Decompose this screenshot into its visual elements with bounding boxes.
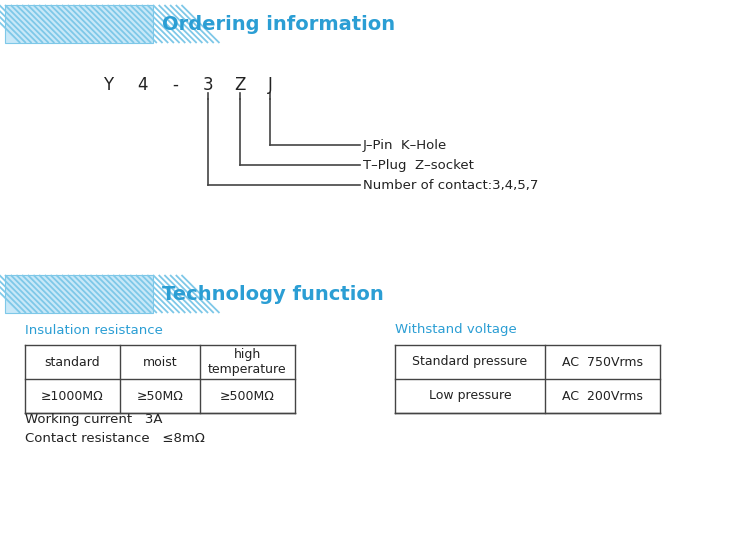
Text: ≥500MΩ: ≥500MΩ xyxy=(220,390,275,403)
Text: ≥50MΩ: ≥50MΩ xyxy=(136,390,184,403)
Text: Low pressure: Low pressure xyxy=(429,390,512,403)
Text: 3: 3 xyxy=(202,76,213,94)
Text: -: - xyxy=(172,76,178,94)
Bar xyxy=(5,275,153,313)
Text: Withstand voltage: Withstand voltage xyxy=(395,324,517,337)
Text: Contact resistance   ≤8mΩ: Contact resistance ≤8mΩ xyxy=(25,431,205,444)
Text: Number of contact:3,4,5,7: Number of contact:3,4,5,7 xyxy=(363,178,538,191)
Text: 4: 4 xyxy=(138,76,148,94)
Text: Technology function: Technology function xyxy=(162,286,384,305)
Text: Ordering information: Ordering information xyxy=(162,15,395,34)
Text: T–Plug  Z–socket: T–Plug Z–socket xyxy=(363,158,474,171)
Text: Working current   3A: Working current 3A xyxy=(25,414,163,427)
Text: J: J xyxy=(268,76,272,94)
Text: Insulation resistance: Insulation resistance xyxy=(25,324,163,337)
Text: moist: moist xyxy=(142,356,177,369)
Text: high
temperature: high temperature xyxy=(209,348,286,376)
Text: AC  750Vrms: AC 750Vrms xyxy=(562,356,643,369)
Text: standard: standard xyxy=(45,356,100,369)
Text: ≥1000MΩ: ≥1000MΩ xyxy=(41,390,104,403)
Text: J–Pin  K–Hole: J–Pin K–Hole xyxy=(363,139,447,152)
Text: Z: Z xyxy=(234,76,246,94)
Bar xyxy=(5,5,153,43)
Text: AC  200Vrms: AC 200Vrms xyxy=(562,390,643,403)
Text: Standard pressure: Standard pressure xyxy=(413,356,527,369)
Text: Y: Y xyxy=(103,76,113,94)
